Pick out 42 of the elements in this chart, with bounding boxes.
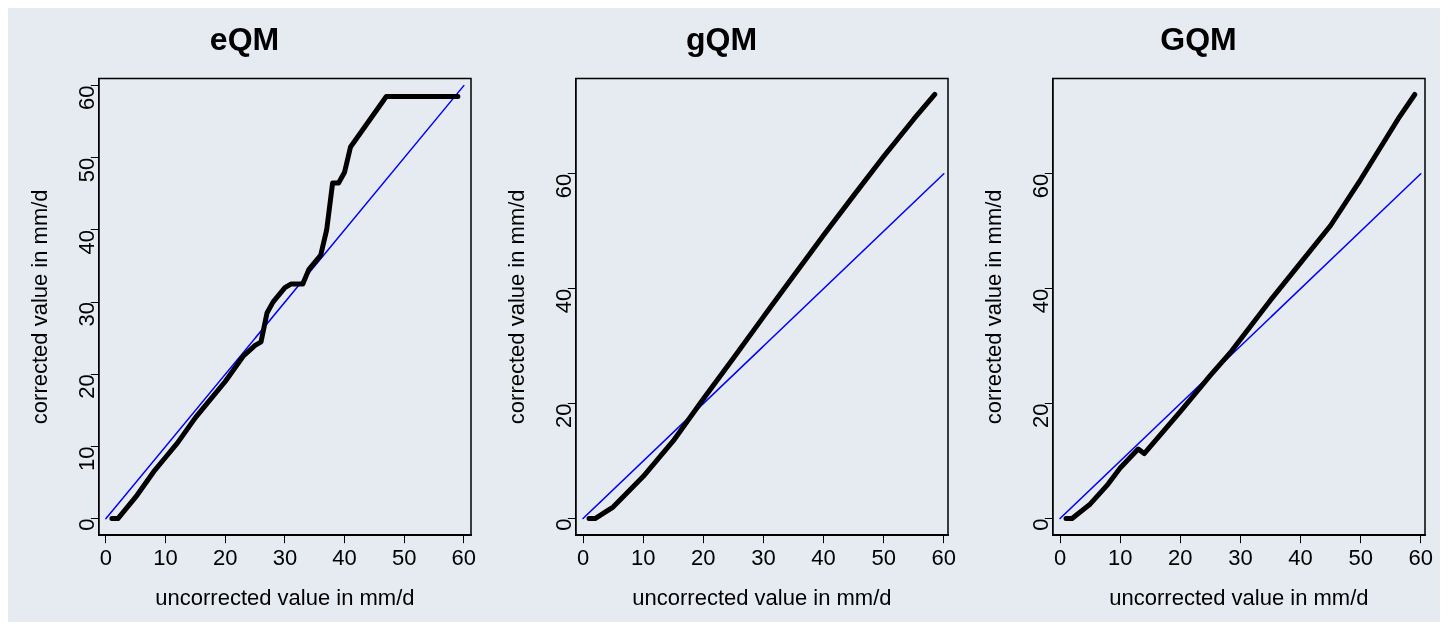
y-tick-label: 40 <box>1027 288 1053 314</box>
y-tick-label: 40 <box>73 229 99 255</box>
x-tick-label: 50 <box>391 545 417 571</box>
x-tick-label: 10 <box>1107 545 1133 571</box>
x-tick-label: 10 <box>630 545 656 571</box>
x-tick-label: 30 <box>751 545 776 571</box>
chart-title: eQM <box>209 21 280 58</box>
y-tick-label: 10 <box>73 446 99 471</box>
y-tick-label: 0 <box>1027 518 1053 531</box>
chart-title: GQM <box>1160 21 1237 58</box>
y-tick-label: 40 <box>550 288 576 314</box>
y-tick-label: 60 <box>550 173 576 199</box>
y-axis-title: corrected value in mm/d <box>27 189 53 425</box>
y-axis-title: corrected value in mm/d <box>981 189 1007 425</box>
x-tick-label: 50 <box>871 545 896 571</box>
y-tick-label: 20 <box>550 403 576 429</box>
chart-title: gQM <box>685 21 758 58</box>
x-tick-label: 20 <box>213 545 238 571</box>
x-tick-label: 60 <box>451 545 477 571</box>
y-tick-label: 50 <box>73 157 99 183</box>
x-tick-label: 30 <box>1228 545 1253 571</box>
x-tick-label: 50 <box>1348 545 1373 571</box>
x-axis-title: uncorrected value in mm/d <box>632 584 892 610</box>
x-tick-label: 60 <box>931 545 957 571</box>
y-tick-label: 0 <box>73 518 99 531</box>
x-tick-label: 30 <box>272 545 298 571</box>
x-tick-label: 40 <box>811 545 836 571</box>
y-axis-title: corrected value in mm/d <box>504 189 530 425</box>
y-tick-label: 60 <box>73 85 99 111</box>
y-tick-label: 30 <box>73 302 99 327</box>
y-tick-label: 20 <box>73 374 99 399</box>
x-tick-label: 10 <box>153 545 178 571</box>
y-tick-label: 20 <box>1027 403 1053 429</box>
y-tick-label: 0 <box>550 518 576 531</box>
x-tick-label: 20 <box>1168 545 1193 571</box>
x-axis-title: uncorrected value in mm/d <box>1109 584 1369 610</box>
x-tick-label: 40 <box>1288 545 1313 571</box>
x-tick-label: 40 <box>332 545 357 571</box>
x-tick-label: 20 <box>691 545 716 571</box>
y-tick-label: 60 <box>1027 173 1053 199</box>
x-axis-title: uncorrected value in mm/d <box>155 584 415 610</box>
x-tick-label: 60 <box>1408 545 1434 571</box>
